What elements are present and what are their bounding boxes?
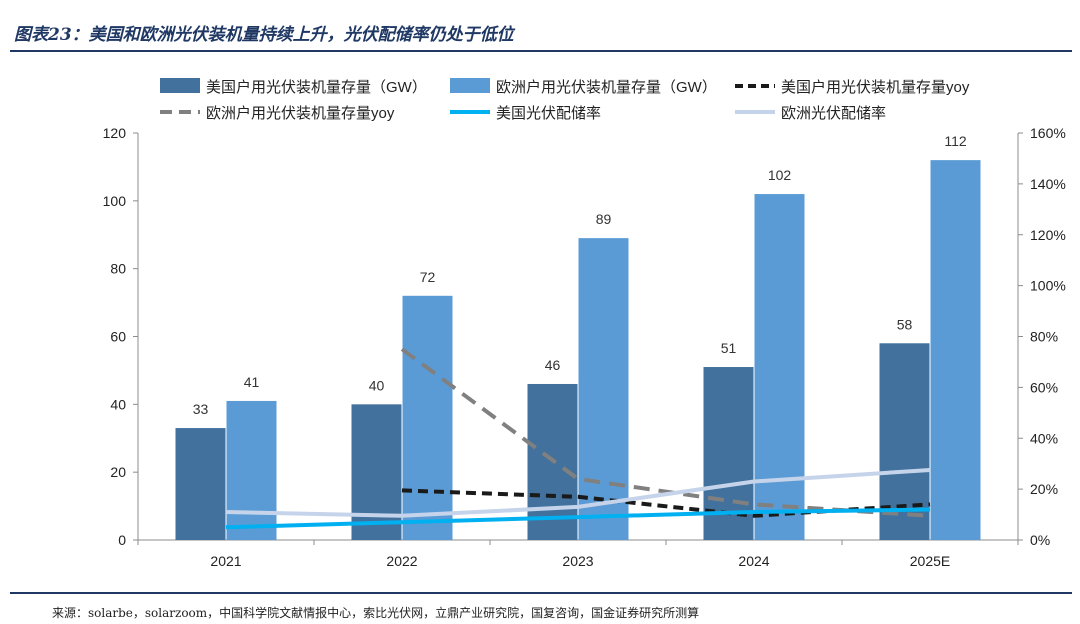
legend-label: 美国光伏配储率: [496, 105, 601, 122]
chart: 0 20 40 60 80 100 120 0% 20% 40% 60% 80% 100% 120% 140…: [103, 78, 1066, 569]
x-tick-label: 2023: [562, 553, 593, 569]
y-left-tick-label: 60: [110, 329, 126, 345]
bar-eu-installed: [754, 194, 805, 541]
x-tick-label: 2024: [738, 553, 769, 569]
source-note: 来源：solarbe，solarzoom，中国科学院文献情报中心，索比光伏网，立…: [52, 606, 700, 620]
bar-data-label: 89: [596, 211, 612, 227]
y-right-tick-label: 140%: [1030, 176, 1066, 192]
bar-data-label: 33: [193, 401, 209, 417]
line-eu-yoy: [400, 347, 931, 518]
bar-us-installed: [351, 404, 402, 540]
bar-us-installed: [175, 428, 226, 540]
y-left-tick-label: 0: [118, 532, 126, 548]
y-right-tick-label: 20%: [1030, 481, 1058, 497]
legend-label: 欧洲户用光伏装机量存量yoy: [206, 105, 395, 122]
line-eu-storage-ratio: [225, 468, 931, 518]
x-tick-label: 2022: [386, 553, 417, 569]
legend-label: 美国户用光伏装机量存量（GW）: [206, 79, 427, 96]
bar-data-label: 46: [545, 357, 561, 373]
y-right-tick-label: 60%: [1030, 379, 1058, 395]
legend-label: 欧洲光伏配储率: [781, 105, 886, 122]
y-right-tick-label: 120%: [1030, 227, 1066, 243]
bar-eu-installed: [930, 160, 981, 540]
bar-data-label: 51: [721, 340, 737, 356]
y-right-tick-label: 0%: [1030, 532, 1050, 548]
y-left-tick-label: 120: [103, 125, 127, 141]
bar-data-label: 58: [897, 316, 913, 332]
y-left-tick-label: 80: [110, 261, 126, 277]
x-tick-label: 2021: [210, 553, 241, 569]
line-us-storage-ratio: [225, 507, 931, 530]
bar-data-label: 102: [768, 167, 792, 183]
bar-data-label: 40: [369, 377, 385, 393]
y-left-tick-label: 100: [103, 193, 127, 209]
bar-eu-installed: [578, 238, 629, 540]
legend-swatch: [450, 78, 490, 93]
y-right-tick-label: 40%: [1030, 430, 1058, 446]
legend-swatch: [160, 78, 200, 93]
bar-eu-installed: [226, 400, 277, 540]
y-left-tick-label: 20: [110, 464, 126, 480]
bar-data-label: 112: [944, 133, 967, 149]
y-right-tick-label: 80%: [1030, 329, 1058, 345]
bar-data-label: 72: [420, 269, 436, 285]
figure-title: 图表23：美国和欧洲光伏装机量持续上升，光伏配储率仍处于低位: [14, 25, 514, 45]
legend-label: 美国户用光伏装机量存量yoy: [781, 79, 970, 96]
bar-data-label: 41: [244, 374, 260, 390]
source-rule: [10, 592, 1072, 594]
bar-eu-installed: [402, 295, 453, 540]
y-left-tick-label: 40: [110, 396, 126, 412]
title-rule: [10, 50, 1072, 52]
x-tick-label: 2025E: [910, 553, 950, 569]
y-right-tick-label: 160%: [1030, 125, 1066, 141]
y-right-tick-label: 100%: [1030, 278, 1066, 294]
legend-label: 欧洲户用光伏装机量存量（GW）: [496, 79, 717, 96]
